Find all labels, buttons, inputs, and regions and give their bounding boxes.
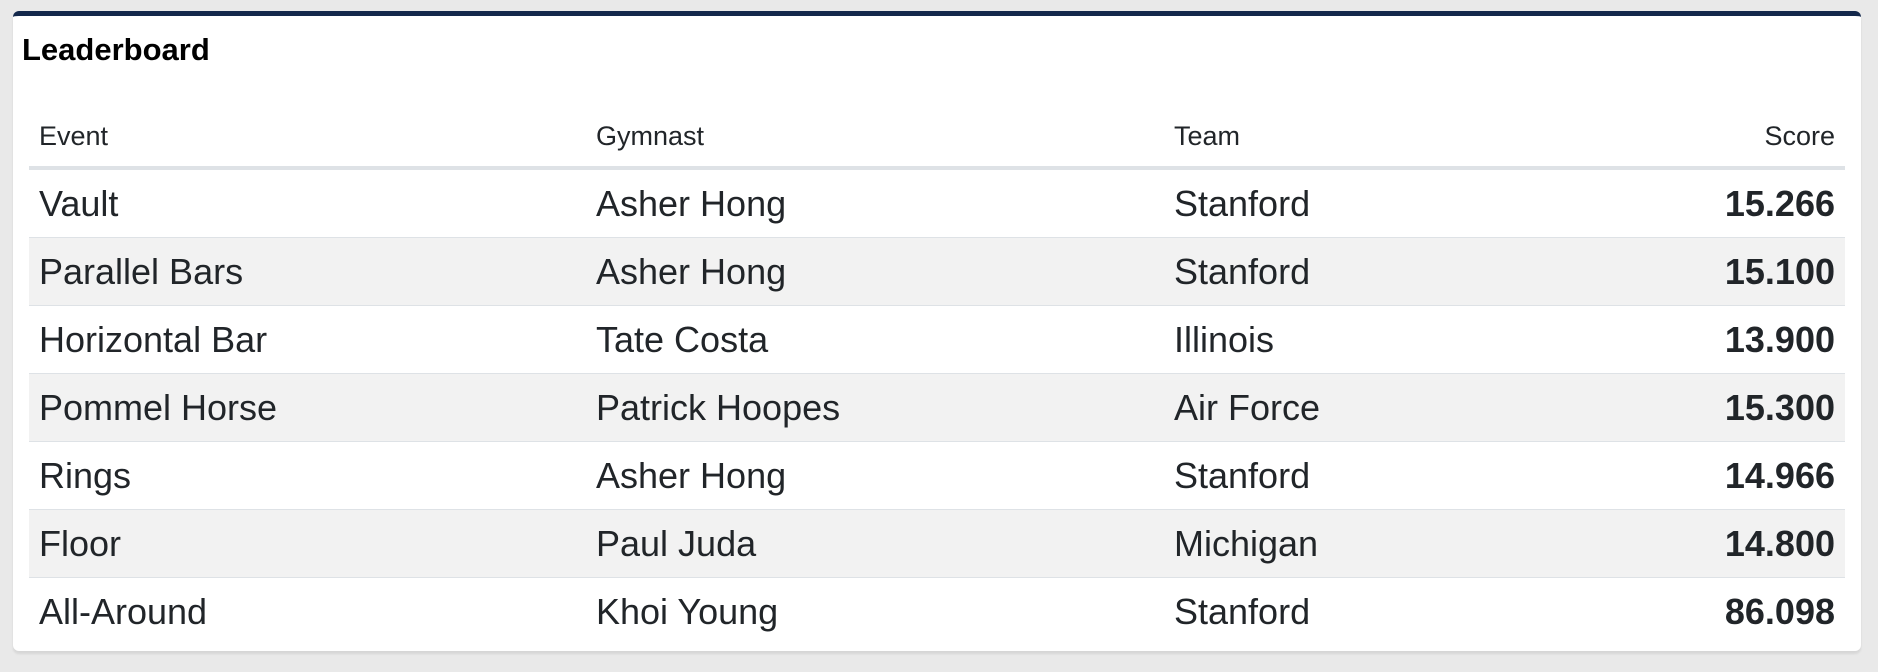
- team-cell: Stanford: [1174, 182, 1311, 224]
- column-header-event: Event: [29, 106, 586, 170]
- leaderboard-card: Leaderboard Event Gymnast Team Score Vau…: [13, 11, 1861, 651]
- gymnast-cell: Patrick Hoopes: [586, 373, 1164, 442]
- score-cell: 13.900: [1545, 305, 1845, 374]
- table-row: Parallel Bars Asher Hong Stanford 15.100: [29, 237, 1845, 306]
- table-row: All-Around Khoi Young Stanford 86.098: [29, 577, 1845, 645]
- event-cell: Rings: [29, 441, 586, 510]
- event-cell: Vault: [39, 182, 119, 224]
- column-header-team: Team: [1164, 106, 1546, 170]
- table-row: Vault Asher Hong Stanford 15.266: [29, 168, 1845, 238]
- column-header-score: Score: [1545, 106, 1845, 170]
- table-row: Pommel Horse Patrick Hoopes Air Force 15.30…: [29, 373, 1845, 442]
- event-cell: Floor: [29, 509, 586, 578]
- team-cell: Air Force: [1164, 373, 1546, 442]
- score-cell: 15.100: [1545, 237, 1845, 306]
- gymnast-cell: Tate Costa: [586, 305, 1164, 374]
- score-cell: 15.300: [1545, 373, 1845, 442]
- event-cell: Horizontal Bar: [29, 305, 586, 374]
- score-cell: 86.098: [1545, 577, 1845, 645]
- team-cell: Illinois: [1164, 305, 1546, 374]
- team-cell: Stanford: [1164, 441, 1546, 510]
- table-header-row: Event Gymnast Team Score: [29, 106, 1845, 170]
- score-cell: 14.800: [1545, 509, 1845, 578]
- event-cell: All-Around: [29, 577, 586, 645]
- event-cell: Pommel Horse: [29, 373, 586, 442]
- score-cell: 14.966: [1545, 441, 1845, 510]
- gymnast-cell: Khoi Young: [586, 577, 1164, 645]
- team-cell: Stanford: [1164, 577, 1546, 645]
- table-row: Horizontal Bar Tate Costa Illinois 13.900: [29, 305, 1845, 374]
- card-title: Leaderboard: [22, 32, 210, 67]
- table-row: Rings Asher Hong Stanford 14.966: [29, 441, 1845, 510]
- team-cell: Stanford: [1164, 237, 1546, 306]
- gymnast-cell: Asher Hong: [586, 441, 1164, 510]
- gymnast-cell: Asher Hong: [596, 182, 787, 224]
- score-cell: 15.266: [1724, 182, 1835, 224]
- gymnast-cell: Paul Juda: [586, 509, 1164, 578]
- table-row: Floor Paul Juda Michigan 14.800: [29, 509, 1845, 578]
- leaderboard-table: Event Gymnast Team Score Vault Asher Hong…: [29, 106, 1845, 645]
- column-header-gymnast: Gymnast: [586, 106, 1164, 170]
- team-cell: Michigan: [1164, 509, 1546, 578]
- gymnast-cell: Asher Hong: [586, 237, 1164, 306]
- event-cell: Parallel Bars: [29, 237, 586, 306]
